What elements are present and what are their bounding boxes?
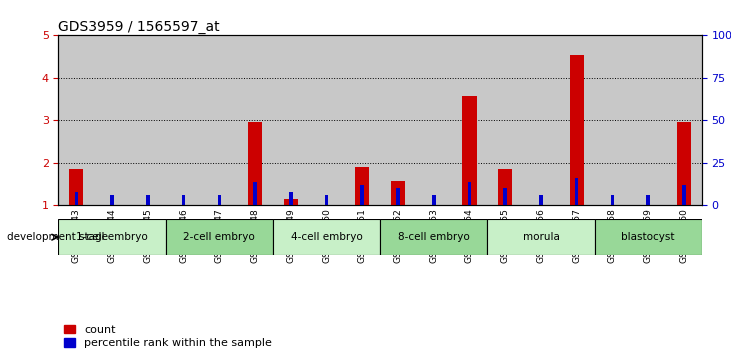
Text: development stage: development stage	[7, 232, 108, 242]
Bar	[308, 35, 344, 205]
Bar	[325, 195, 328, 205]
Bar	[182, 195, 186, 205]
Bar	[523, 35, 558, 205]
Text: GDS3959 / 1565597_at: GDS3959 / 1565597_at	[58, 21, 220, 34]
Bar	[110, 195, 114, 205]
Text: 4-cell embryo: 4-cell embryo	[291, 232, 363, 242]
Bar	[166, 219, 273, 255]
Text: 2-cell embryo: 2-cell embryo	[183, 232, 255, 242]
Bar	[569, 55, 584, 205]
Bar	[355, 167, 369, 205]
Bar	[630, 35, 666, 205]
Bar	[416, 35, 452, 205]
Bar	[344, 35, 380, 205]
Bar	[452, 35, 488, 205]
Bar	[498, 169, 512, 205]
Bar	[94, 35, 130, 205]
Legend: count, percentile rank within the sample: count, percentile rank within the sample	[64, 325, 272, 348]
Bar	[575, 178, 578, 205]
Bar	[130, 35, 166, 205]
Bar	[58, 35, 94, 205]
Bar	[218, 195, 221, 205]
Bar	[146, 195, 150, 205]
Bar	[594, 219, 702, 255]
Bar	[504, 188, 507, 205]
Bar	[462, 96, 477, 205]
Bar	[273, 219, 380, 255]
Bar	[666, 35, 702, 205]
Text: 1-cell embryo: 1-cell embryo	[76, 232, 148, 242]
Bar	[237, 35, 273, 205]
Bar	[682, 185, 686, 205]
Bar	[273, 35, 308, 205]
Bar	[610, 195, 614, 205]
Bar	[69, 169, 83, 205]
Bar	[391, 181, 405, 205]
Text: 8-cell embryo: 8-cell embryo	[398, 232, 469, 242]
Bar	[248, 122, 262, 205]
Bar	[646, 195, 650, 205]
Bar	[594, 35, 630, 205]
Bar	[289, 192, 292, 205]
Bar	[380, 35, 416, 205]
Text: blastocyst: blastocyst	[621, 232, 675, 242]
Bar	[558, 35, 594, 205]
Bar	[539, 195, 542, 205]
Bar	[380, 219, 488, 255]
Bar	[488, 35, 523, 205]
Bar	[166, 35, 202, 205]
Bar	[432, 195, 436, 205]
Bar	[396, 188, 400, 205]
Bar	[58, 219, 166, 255]
Bar	[360, 185, 364, 205]
Bar	[75, 192, 78, 205]
Text: morula: morula	[523, 232, 559, 242]
Bar	[468, 182, 471, 205]
Bar	[202, 35, 237, 205]
Bar	[253, 182, 257, 205]
Bar	[284, 199, 298, 205]
Bar	[488, 219, 594, 255]
Bar	[677, 122, 691, 205]
